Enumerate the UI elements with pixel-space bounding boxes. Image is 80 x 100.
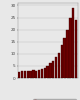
Bar (46, 66, 49, 78)
Bar (35, 70, 37, 78)
Bar (27, 71, 29, 78)
Bar (52, 61, 54, 78)
Bar (38, 70, 40, 78)
Bar (69, 18, 72, 78)
Bar (75, 20, 77, 78)
Bar (61, 45, 63, 78)
Bar (41, 69, 43, 78)
Bar (64, 38, 66, 78)
Bar (32, 70, 35, 78)
Bar (21, 71, 23, 78)
Bar (24, 72, 26, 78)
Bar (18, 72, 20, 78)
Bar (44, 68, 46, 78)
Bar (58, 53, 60, 78)
Bar (72, 8, 74, 78)
Bar (66, 30, 69, 78)
Legend: Combined Income: Combined Income (33, 99, 76, 100)
Bar (55, 57, 57, 78)
Bar (49, 64, 52, 78)
Bar (29, 71, 32, 78)
